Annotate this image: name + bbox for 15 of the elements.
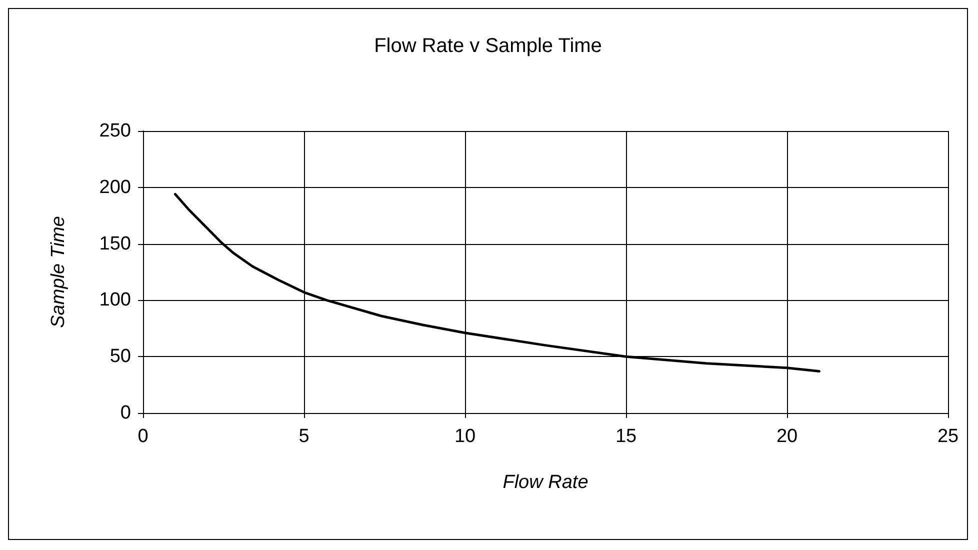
x-tick-label: 5 (298, 426, 310, 447)
y-axis-title: Sample Time (48, 216, 69, 328)
x-tick-label: 10 (454, 426, 476, 447)
y-tick-label: 150 (99, 233, 131, 254)
x-tick-label: 0 (138, 426, 148, 447)
x-tick-label: 20 (776, 426, 798, 447)
x-axis-title: Flow Rate (502, 472, 588, 493)
x-tick-label: 15 (615, 426, 637, 447)
chart-title: Flow Rate v Sample Time (374, 35, 602, 57)
y-tick-label: 250 (99, 120, 131, 142)
y-tick-label: 200 (99, 176, 131, 198)
y-tick-label: 100 (99, 290, 131, 311)
x-tick-label: 25 (937, 426, 959, 447)
y-tick-label: 50 (110, 346, 131, 368)
y-tick-label: 0 (120, 402, 131, 424)
